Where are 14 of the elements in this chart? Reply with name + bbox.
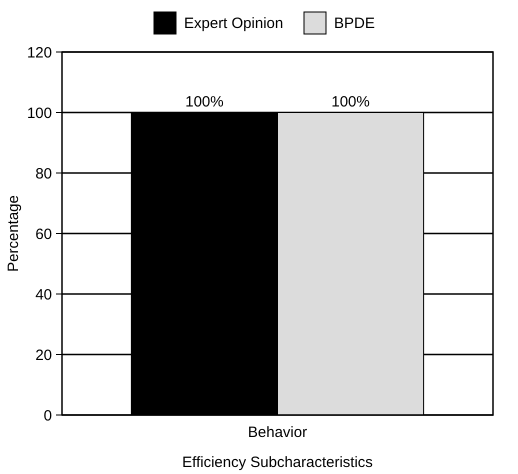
y-tick-label: 100: [26, 104, 52, 122]
x-tick-label: Behavior: [248, 424, 308, 441]
legend-label: Expert Opinion: [184, 15, 284, 32]
y-axis-title: Percentage: [5, 195, 22, 272]
y-tick-label: 80: [35, 165, 52, 182]
y-tick-label: 20: [35, 346, 52, 364]
x-axis-title: Efficiency Subcharacteristics: [182, 454, 373, 471]
y-tick-label: 0: [44, 407, 52, 424]
data-label: 100%: [331, 94, 370, 110]
legend-label: BPDE: [334, 15, 375, 32]
data-label: 100%: [185, 94, 224, 110]
y-tick-label: 60: [35, 226, 52, 243]
y-tick-label: 40: [35, 286, 52, 304]
y-tick-label: 120: [26, 44, 52, 62]
